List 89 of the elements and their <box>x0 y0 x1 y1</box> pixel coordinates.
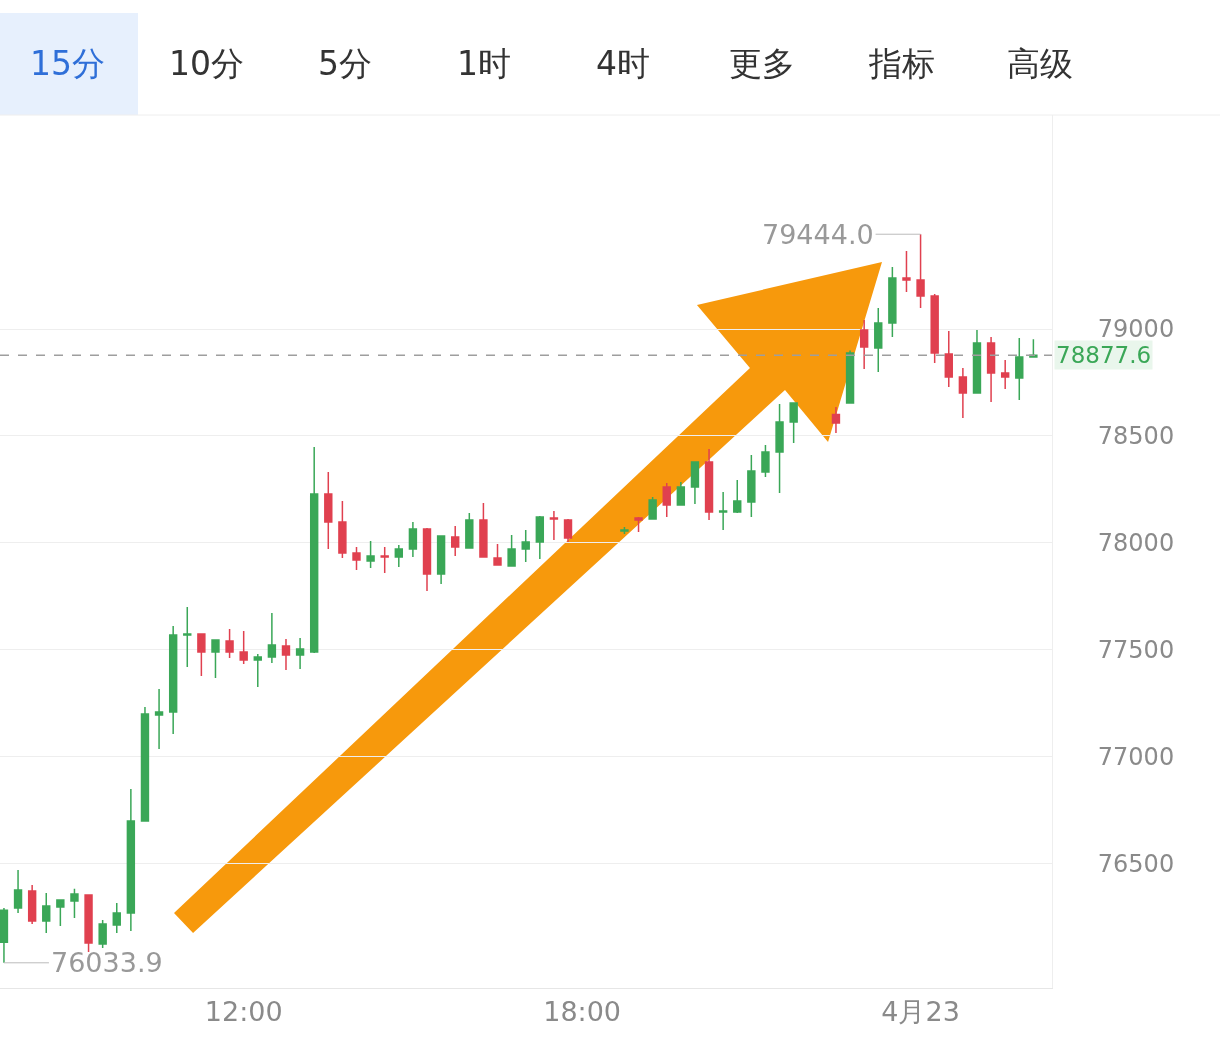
candlestick <box>859 319 869 370</box>
candlestick <box>0 907 9 964</box>
x-tick-label: 4月23 <box>881 996 960 1028</box>
text: 4时 <box>596 44 650 83</box>
candlestick <box>140 706 150 822</box>
candlestick <box>831 406 841 434</box>
candlestick <box>338 500 347 559</box>
text: 1时 <box>457 44 511 83</box>
candlestick <box>944 330 953 388</box>
candlestick <box>888 266 897 338</box>
y-tick-label: 78500 <box>1097 422 1175 451</box>
candlestick <box>239 630 248 665</box>
candlestick <box>761 444 770 478</box>
candlestick <box>535 515 545 560</box>
y-tick-label: 76500 <box>1097 849 1175 878</box>
text: 5分 <box>318 44 372 83</box>
y-tick-label: 77500 <box>1097 635 1175 664</box>
candlestick <box>465 512 474 549</box>
candlestick <box>493 543 502 566</box>
candlestick <box>295 637 305 670</box>
candlestick <box>718 491 728 531</box>
candlestick <box>154 688 164 750</box>
text: 更多 <box>729 44 795 83</box>
candlestick <box>958 367 968 419</box>
candlestick <box>394 544 404 568</box>
candlestick <box>352 546 361 571</box>
candlestick <box>112 902 121 934</box>
candlestick <box>451 525 460 557</box>
candlestick <box>916 233 925 309</box>
candlestick <box>84 894 93 953</box>
text: 10分 <box>169 44 244 83</box>
candlestick <box>902 250 911 293</box>
candlestick <box>733 479 742 514</box>
candlestick <box>845 349 855 404</box>
candlestick <box>183 606 192 668</box>
candlestick <box>789 402 798 444</box>
y-tick-label: 77000 <box>1097 742 1175 771</box>
candlestick <box>1029 338 1038 358</box>
candlestick <box>27 884 37 925</box>
candlestick <box>1015 337 1024 401</box>
y-tick-label: 79000 <box>1097 315 1175 344</box>
candlestick <box>408 521 418 558</box>
y-tick-label: 78000 <box>1097 529 1175 558</box>
candlestick <box>634 517 643 533</box>
ref-line-label: 78877.6 <box>1056 342 1152 368</box>
candlestick <box>930 293 939 364</box>
candlestick <box>874 307 883 373</box>
candlestick <box>42 892 51 934</box>
candlestick <box>324 471 333 550</box>
candlestick <box>690 461 700 505</box>
candlestick <box>70 888 79 919</box>
candlestick <box>380 546 389 574</box>
candlestick <box>422 527 432 592</box>
candlestick <box>521 529 530 563</box>
x-tick-label: 12:00 <box>204 996 283 1028</box>
annotation: 79444.0 <box>762 219 874 250</box>
candlestick <box>13 869 23 914</box>
candlestick <box>1000 359 1010 390</box>
candlestick <box>366 540 375 569</box>
candlestick <box>676 481 686 506</box>
candlestick <box>648 496 657 520</box>
candlestick <box>267 612 277 664</box>
candlestick <box>253 653 262 688</box>
candlestick <box>549 510 559 541</box>
candlestick <box>56 899 65 927</box>
candlestick <box>126 788 136 932</box>
annotation: 76033.9 <box>51 947 163 978</box>
x-tick-label: 18:00 <box>543 996 622 1028</box>
candlestick <box>775 403 784 494</box>
candlestick <box>211 639 220 679</box>
candlestick <box>309 446 319 654</box>
candlestick <box>98 919 107 949</box>
text: 指标 <box>868 44 935 83</box>
candlestick <box>620 526 629 535</box>
candlestick <box>436 535 446 585</box>
candlestick <box>507 534 516 567</box>
candlestick <box>662 482 671 518</box>
candlestick <box>479 502 488 558</box>
candlestick <box>225 628 234 659</box>
candlestick <box>747 454 756 518</box>
candlestick <box>197 633 206 677</box>
text: 高级 <box>1007 44 1073 83</box>
candlestick <box>986 336 996 403</box>
candlestick <box>281 638 291 671</box>
candlestick <box>972 329 982 394</box>
candlestick <box>563 518 573 543</box>
candlestick <box>168 625 178 735</box>
candlestick <box>704 448 714 521</box>
text: 15分 <box>30 44 105 83</box>
